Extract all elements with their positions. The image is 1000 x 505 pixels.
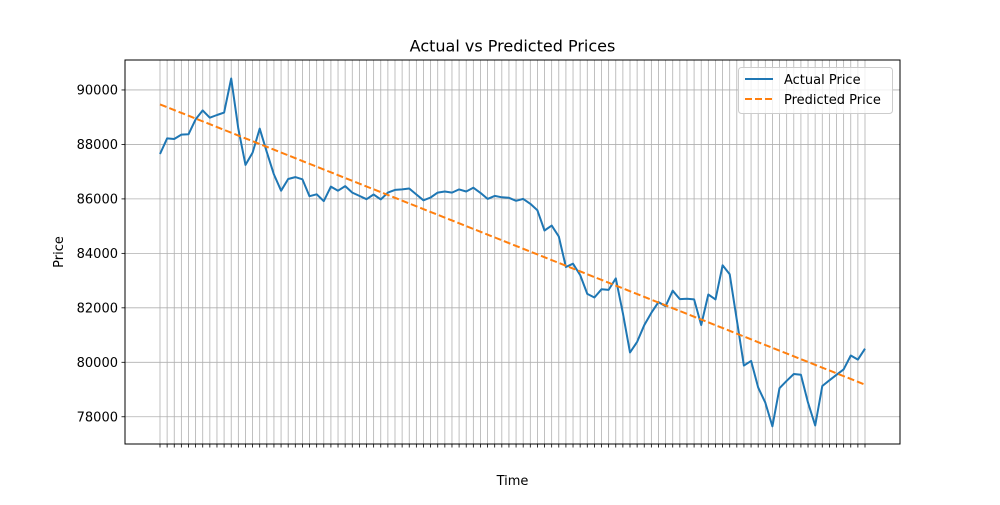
y-axis: 78000 80000 82000 84000 86000 88000 90000 [77,83,125,425]
plot-area-frame [124,59,901,445]
y-tick-label: 90000 [77,83,118,98]
predicted-price-line [159,103,866,386]
legend: Actual Price Predicted Price [738,67,893,114]
y-axis-label: Price [52,236,67,268]
actual-price-line [159,77,866,428]
legend-actual-label: Actual Price [784,73,861,88]
x-axis-label: Time [496,474,529,489]
series-layer [159,77,866,428]
y-tick-label: 80000 [77,356,118,371]
x-axis [159,444,866,448]
y-tick-label: 84000 [77,247,118,262]
y-tick-label: 88000 [77,138,118,153]
chart-title: Actual vs Predicted Prices [410,37,616,56]
y-tick-label: 82000 [77,301,118,316]
legend-box [738,67,893,114]
grid-layer [125,60,900,444]
y-tick-label: 78000 [77,410,118,425]
y-tick-label: 86000 [77,192,118,207]
legend-predicted-label: Predicted Price [784,93,881,108]
